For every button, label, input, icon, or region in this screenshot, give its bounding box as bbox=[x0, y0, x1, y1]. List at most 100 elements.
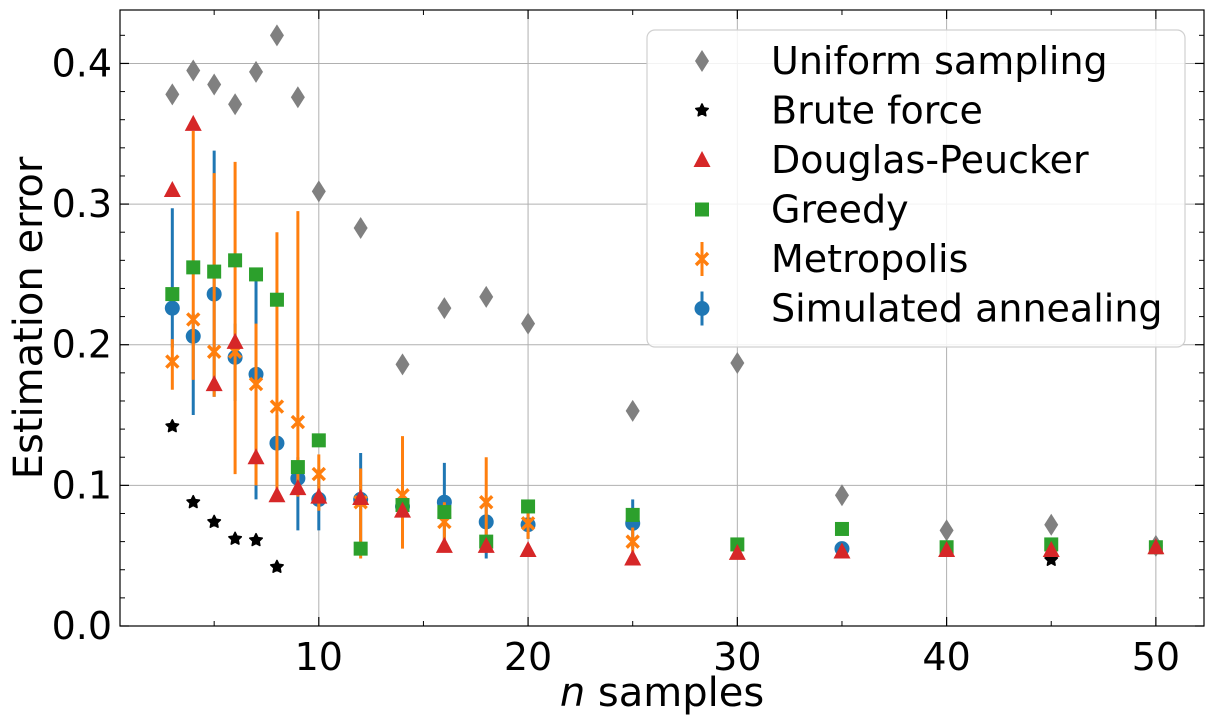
uniform-sampling-point bbox=[353, 216, 368, 239]
legend-entry-simulated-annealing: Simulated annealing bbox=[694, 287, 1163, 331]
uniform-sampling-point bbox=[1044, 513, 1059, 536]
metropolis-point bbox=[186, 312, 201, 327]
legend-entry-brute-force: Brute force bbox=[695, 89, 983, 133]
plot-data bbox=[163, 24, 1165, 573]
douglas-peucker-point bbox=[519, 541, 537, 558]
x-tick-label: 30 bbox=[713, 635, 761, 679]
legend-marker-uniform-sampling bbox=[695, 50, 709, 72]
y-axis-label: Estimation error bbox=[6, 156, 52, 479]
x-tick-label: 10 bbox=[295, 635, 343, 679]
legend-marker-douglas-peucker bbox=[693, 151, 711, 167]
metropolis-point bbox=[290, 414, 306, 430]
uniform-sampling-point bbox=[395, 353, 410, 376]
douglas-peucker-point bbox=[226, 332, 244, 349]
greedy-point bbox=[165, 287, 180, 302]
brute-force-point bbox=[249, 532, 264, 547]
greedy-point bbox=[207, 264, 222, 279]
douglas-peucker-point bbox=[728, 543, 746, 560]
x-tick-label: 50 bbox=[1132, 635, 1180, 679]
douglas-peucker-point bbox=[833, 542, 851, 559]
legend-marker-metropolis bbox=[694, 251, 710, 267]
uniform-sampling-point bbox=[290, 86, 305, 109]
x-tick-label: 40 bbox=[922, 635, 970, 679]
legend: Uniform sampling Brute force Douglas-Peuck… bbox=[646, 29, 1186, 348]
brute-force-point bbox=[1044, 552, 1059, 566]
greedy-point bbox=[290, 460, 305, 475]
legend-label: Metropolis bbox=[771, 237, 968, 281]
douglas-peucker-point bbox=[247, 448, 265, 465]
series-douglas-peucker bbox=[163, 114, 1165, 566]
legend-box bbox=[646, 29, 1186, 348]
brute-force-point bbox=[207, 514, 222, 528]
greedy-point bbox=[625, 507, 640, 522]
uniform-sampling-point bbox=[479, 285, 494, 308]
metropolis-point bbox=[248, 376, 264, 392]
y-tick-label: 0.1 bbox=[52, 463, 112, 507]
legend-entry-metropolis: Metropolis bbox=[694, 237, 968, 281]
uniform-sampling-point bbox=[730, 352, 745, 375]
uniform-sampling-point bbox=[228, 93, 243, 116]
series-metropolis bbox=[165, 130, 640, 559]
brute-force-point bbox=[269, 559, 284, 573]
greedy-point bbox=[269, 292, 284, 307]
uniform-sampling-point bbox=[311, 180, 326, 203]
uniform-sampling-point bbox=[437, 297, 452, 320]
plot-frame bbox=[119, 9, 1205, 627]
metropolis-point bbox=[269, 399, 285, 414]
douglas-peucker-point bbox=[289, 479, 307, 496]
metropolis-point bbox=[625, 534, 640, 549]
metropolis-point bbox=[206, 344, 222, 359]
tick-labels: 10 20 30 40 50 0.0 0.1 0.2 0.3 0.4 bbox=[52, 41, 1180, 679]
douglas-peucker-point bbox=[477, 536, 495, 553]
greedy-point bbox=[228, 253, 243, 268]
brute-force-point bbox=[228, 531, 243, 545]
uniform-sampling-point bbox=[939, 519, 954, 542]
brute-force-point bbox=[186, 494, 201, 509]
uniform-sampling-point bbox=[249, 60, 264, 83]
legend-label: Greedy bbox=[771, 188, 909, 232]
x-tick-label: 20 bbox=[504, 635, 552, 679]
uniform-sampling-point bbox=[186, 59, 201, 82]
douglas-peucker-point bbox=[163, 181, 181, 198]
uniform-sampling-point bbox=[269, 24, 284, 47]
legend-entry-uniform-sampling: Uniform sampling bbox=[695, 39, 1108, 83]
douglas-peucker-point bbox=[205, 375, 223, 392]
greedy-point bbox=[834, 521, 849, 536]
legend-entry-greedy: Greedy bbox=[695, 188, 909, 232]
y-tick-label: 0.0 bbox=[52, 604, 112, 648]
metropolis-point bbox=[520, 516, 536, 531]
x-axis-label-text: samples bbox=[585, 670, 764, 716]
uniform-sampling-point bbox=[207, 73, 222, 96]
douglas-peucker-point bbox=[1042, 541, 1060, 558]
greedy-point bbox=[311, 433, 326, 448]
x-axis-label-variable: n bbox=[560, 670, 585, 716]
y-tick-label: 0.3 bbox=[52, 182, 112, 226]
douglas-peucker-point bbox=[624, 549, 642, 566]
uniform-sampling-point bbox=[834, 484, 849, 507]
legend-marker-simulated-annealing bbox=[694, 301, 710, 316]
simulated-annealing-point bbox=[164, 300, 180, 316]
metropolis-point bbox=[311, 466, 327, 482]
minor-ticks bbox=[120, 10, 1204, 626]
y-tick-label: 0.4 bbox=[52, 41, 112, 85]
legend-entry-douglas-peucker: Douglas-Peucker bbox=[693, 138, 1089, 182]
douglas-peucker-point bbox=[435, 536, 453, 553]
douglas-peucker-point bbox=[352, 489, 370, 506]
legend-label: Brute force bbox=[771, 89, 983, 133]
series-brute-force bbox=[165, 418, 1059, 573]
legend-label: Uniform sampling bbox=[771, 39, 1108, 83]
x-axis-label: n samples bbox=[560, 670, 764, 716]
uniform-sampling-point bbox=[165, 83, 180, 106]
douglas-peucker-point bbox=[184, 114, 202, 131]
legend-marker-greedy bbox=[695, 202, 709, 217]
greedy-point bbox=[521, 499, 536, 514]
metropolis-point bbox=[165, 354, 180, 369]
metropolis-point bbox=[479, 495, 494, 510]
uniform-sampling-point bbox=[521, 312, 536, 335]
brute-force-point bbox=[165, 418, 180, 433]
greedy-point bbox=[353, 541, 368, 556]
greedy-point bbox=[249, 267, 264, 282]
douglas-peucker-point bbox=[394, 501, 412, 518]
greedy-point bbox=[437, 505, 452, 520]
